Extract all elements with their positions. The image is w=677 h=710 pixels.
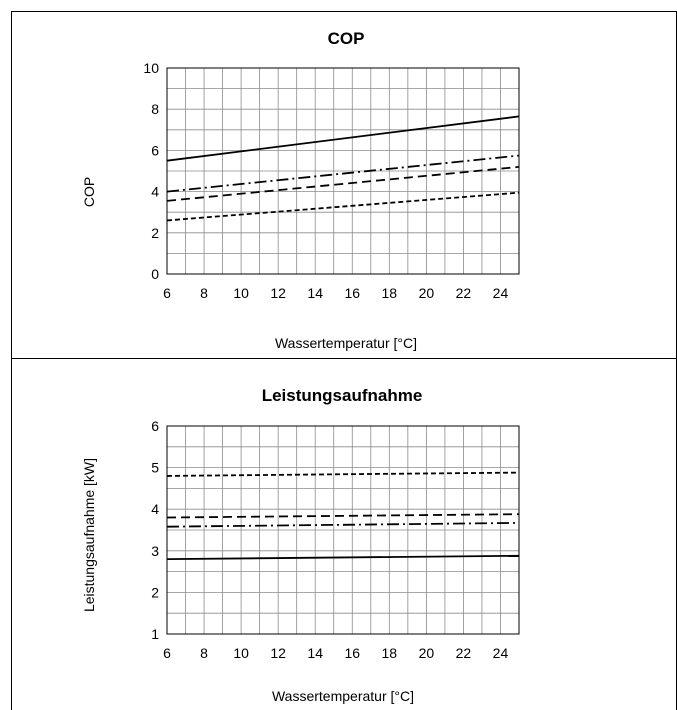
- cop-grid: [166, 67, 520, 275]
- power-series-solid: [166, 554, 520, 561]
- cop-ytick-label: 2: [151, 225, 159, 241]
- power-xtick-label: 24: [493, 645, 509, 661]
- cop-xtick-label: 16: [344, 285, 360, 301]
- power-xtick-label: 12: [270, 645, 286, 661]
- cop-series-short-dash: [166, 191, 520, 222]
- cop-series-solid: [166, 115, 520, 162]
- power-xtick-label: 20: [419, 645, 435, 661]
- power-xtick-label: 14: [307, 645, 323, 661]
- power-chart-ylabel: Leistungsaufnahme [kW]: [81, 458, 97, 612]
- power-plot-area: [166, 425, 520, 635]
- cop-ytick-label: 6: [151, 142, 159, 158]
- power-xtick-label: 10: [233, 645, 249, 661]
- cop-xtick-label: 14: [307, 285, 323, 301]
- cop-plot-area: [166, 67, 520, 275]
- cop-ytick-label: 8: [151, 101, 159, 117]
- power-series-dash-dot: [166, 522, 520, 528]
- power-ytick-label: 2: [151, 584, 159, 600]
- cop-xtick-label: 22: [456, 285, 472, 301]
- cop-chart: COP Wassertemperatur [°C] COP 6 8 10 12 14 16…: [81, 29, 520, 351]
- cop-series-dashed: [166, 165, 520, 202]
- power-chart: Leistungsaufnahme Wassertemperatur [°C] …: [81, 386, 520, 704]
- cop-xtick-label: 12: [270, 285, 286, 301]
- power-grid: [166, 425, 520, 635]
- cop-xtick-label: 8: [200, 285, 208, 301]
- cop-ytick-label: 0: [151, 266, 159, 282]
- power-series-dashed: [166, 513, 520, 519]
- cop-xtick-label: 18: [382, 285, 398, 301]
- power-ytick-label: 1: [151, 626, 159, 642]
- power-xtick-label: 16: [344, 645, 360, 661]
- power-series-short-dash: [166, 471, 520, 477]
- cop-chart-xlabel: Wassertemperatur [°C]: [275, 335, 417, 351]
- cop-chart-ylabel: COP: [81, 177, 97, 207]
- power-xtick-label: 18: [382, 645, 398, 661]
- power-chart-title: Leistungsaufnahme: [262, 386, 423, 405]
- power-ytick-label: 5: [151, 460, 159, 476]
- cop-series-dash-dot: [166, 154, 520, 193]
- cop-xtick-label: 6: [163, 285, 171, 301]
- power-xtick-label: 8: [200, 645, 208, 661]
- power-xtick-label: 6: [163, 645, 171, 661]
- cop-xtick-label: 10: [233, 285, 249, 301]
- power-ytick-label: 4: [151, 501, 159, 517]
- cop-chart-title: COP: [328, 29, 365, 48]
- panel-divider: [11, 358, 677, 359]
- cop-ytick-label: 10: [143, 60, 159, 76]
- cop-xtick-label: 20: [419, 285, 435, 301]
- power-ytick-label: 6: [151, 418, 159, 434]
- power-chart-xlabel: Wassertemperatur [°C]: [272, 688, 414, 704]
- cop-xtick-label: 24: [493, 285, 509, 301]
- power-ytick-label: 3: [151, 543, 159, 559]
- cop-ytick-label: 4: [151, 184, 159, 200]
- power-xtick-label: 22: [456, 645, 472, 661]
